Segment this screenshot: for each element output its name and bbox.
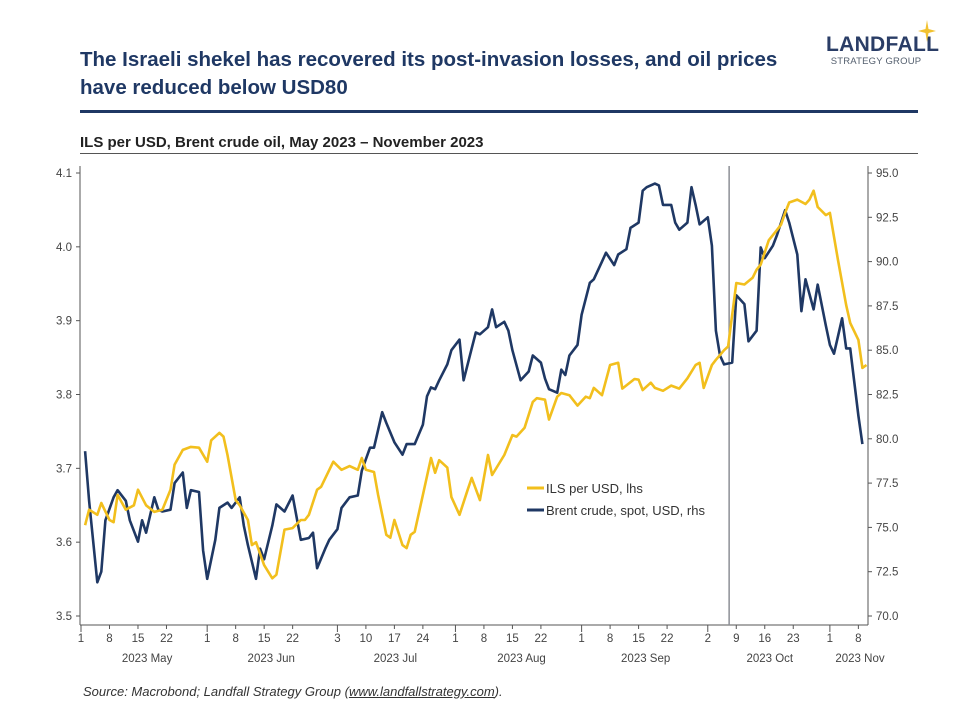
right-axis-tick-label: 80.0 [876,434,898,446]
right-axis-tick-label: 90.0 [876,257,898,269]
left-axis-tick-label: 3.8 [56,390,72,402]
right-axis-tick-label: 87.5 [876,301,898,313]
source-suffix: ). [494,684,503,699]
x-axis-tick-label: 8 [481,633,487,645]
left-axis-tick-label: 3.9 [56,316,72,328]
logo-line1: LANDFALL [826,33,940,56]
x-axis-tick-label: 24 [416,633,429,645]
x-axis-month-label: 2023 Jul [374,653,417,665]
x-axis-month-label: 2023 Nov [835,653,884,665]
x-axis-tick-label: 1 [578,633,584,645]
left-axis-tick-label: 4.1 [56,168,72,180]
left-axis-tick-label: 3.7 [56,463,72,475]
x-axis-tick-label: 1 [452,633,458,645]
left-axis-tick-label: 3.6 [56,537,72,549]
right-axis-tick-label: 72.5 [876,567,898,579]
brent-crude-line [83,182,864,584]
right-axis-tick-label: 77.5 [876,478,898,490]
x-axis-tick-label: 8 [232,633,238,645]
x-axis-tick-label: 3 [334,633,340,645]
x-axis-month-label: 2023 Sep [621,653,670,665]
title-divider [80,110,918,113]
x-axis-month-label: 2023 Jun [248,653,295,665]
x-axis-tick-label: 22 [661,633,674,645]
ils-per-usd-line [83,189,868,580]
left-axis-tick-label: 4.0 [56,242,72,254]
right-axis-tick-label: 70.0 [876,611,898,623]
subtitle-divider [80,153,918,154]
x-axis-tick-label: 8 [855,633,861,645]
x-axis-tick-label: 22 [535,633,548,645]
x-axis-tick-label: 9 [733,633,739,645]
x-axis-month-label: 2023 May [122,653,173,665]
chart-subtitle: ILS per USD, Brent crude oil, May 2023 –… [80,134,484,151]
x-axis-tick-label: 8 [607,633,613,645]
source-link[interactable]: www.landfallstrategy.com [348,684,495,699]
legend: ILS per USD, lhs Brent crude, spot, USD, … [527,481,705,518]
x-axis-tick-label: 23 [787,633,800,645]
x-axis-tick-label: 1 [78,633,84,645]
x-axis-tick-label: 17 [388,633,401,645]
x-axis-month-label: 2023 Aug [497,653,546,665]
star-icon [918,20,936,42]
x-axis-tick-label: 1 [827,633,833,645]
x-axis-tick-label: 15 [506,633,519,645]
right-axis-tick-label: 85.0 [876,345,898,357]
x-axis-tick-label: 16 [758,633,771,645]
x-axis-tick-label: 22 [286,633,299,645]
right-axis-tick-label: 95.0 [876,168,898,180]
x-axis-tick-label: 15 [632,633,645,645]
landfall-logo: LANDFALL STRATEGY GROUP [826,33,940,68]
x-axis-tick-label: 1 [204,633,210,645]
right-axis-tick-label: 82.5 [876,390,898,402]
x-axis-tick-label: 22 [160,633,173,645]
legend-label: Brent crude, spot, USD, rhs [546,503,705,518]
x-axis-month-label: 2023 Oct [746,653,793,665]
x-axis-tick-label: 8 [106,633,112,645]
x-axis-tick-label: 2 [705,633,711,645]
logo-line2: STRATEGY GROUP [830,56,922,67]
right-axis-tick-label: 92.5 [876,212,898,224]
x-axis-tick-label: 10 [360,633,373,645]
x-axis-tick-label: 15 [258,633,271,645]
legend-label: ILS per USD, lhs [546,481,643,496]
source-prefix: Source: Macrobond; Landfall Strategy Gro… [83,684,349,699]
left-axis-tick-label: 3.5 [56,611,72,623]
right-axis-tick-label: 75.0 [876,522,898,534]
source-note: Source: Macrobond; Landfall Strategy Gro… [83,684,503,699]
x-axis-tick-label: 15 [132,633,145,645]
chart-title: The Israeli shekel has recovered its pos… [80,48,778,99]
